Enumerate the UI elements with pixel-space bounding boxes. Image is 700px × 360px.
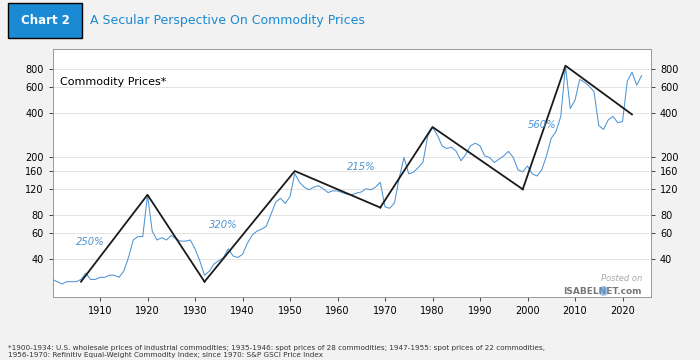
Text: 560%: 560%	[528, 120, 556, 130]
FancyBboxPatch shape	[8, 3, 82, 38]
Text: ●: ●	[597, 283, 608, 296]
Text: A Secular Perspective On Commodity Prices: A Secular Perspective On Commodity Price…	[90, 14, 365, 27]
Text: ISABELNET.com: ISABELNET.com	[564, 287, 642, 296]
Text: Chart 2: Chart 2	[21, 14, 69, 27]
Text: Commodity Prices*: Commodity Prices*	[60, 77, 166, 87]
Text: Posted on: Posted on	[601, 274, 642, 283]
Text: 215%: 215%	[347, 162, 376, 172]
Text: 320%: 320%	[209, 220, 238, 230]
Text: *1900-1934: U.S. wholesale prices of industrial commodities; 1935-1946: spot pri: *1900-1934: U.S. wholesale prices of ind…	[8, 345, 545, 358]
Text: 250%: 250%	[76, 237, 105, 247]
